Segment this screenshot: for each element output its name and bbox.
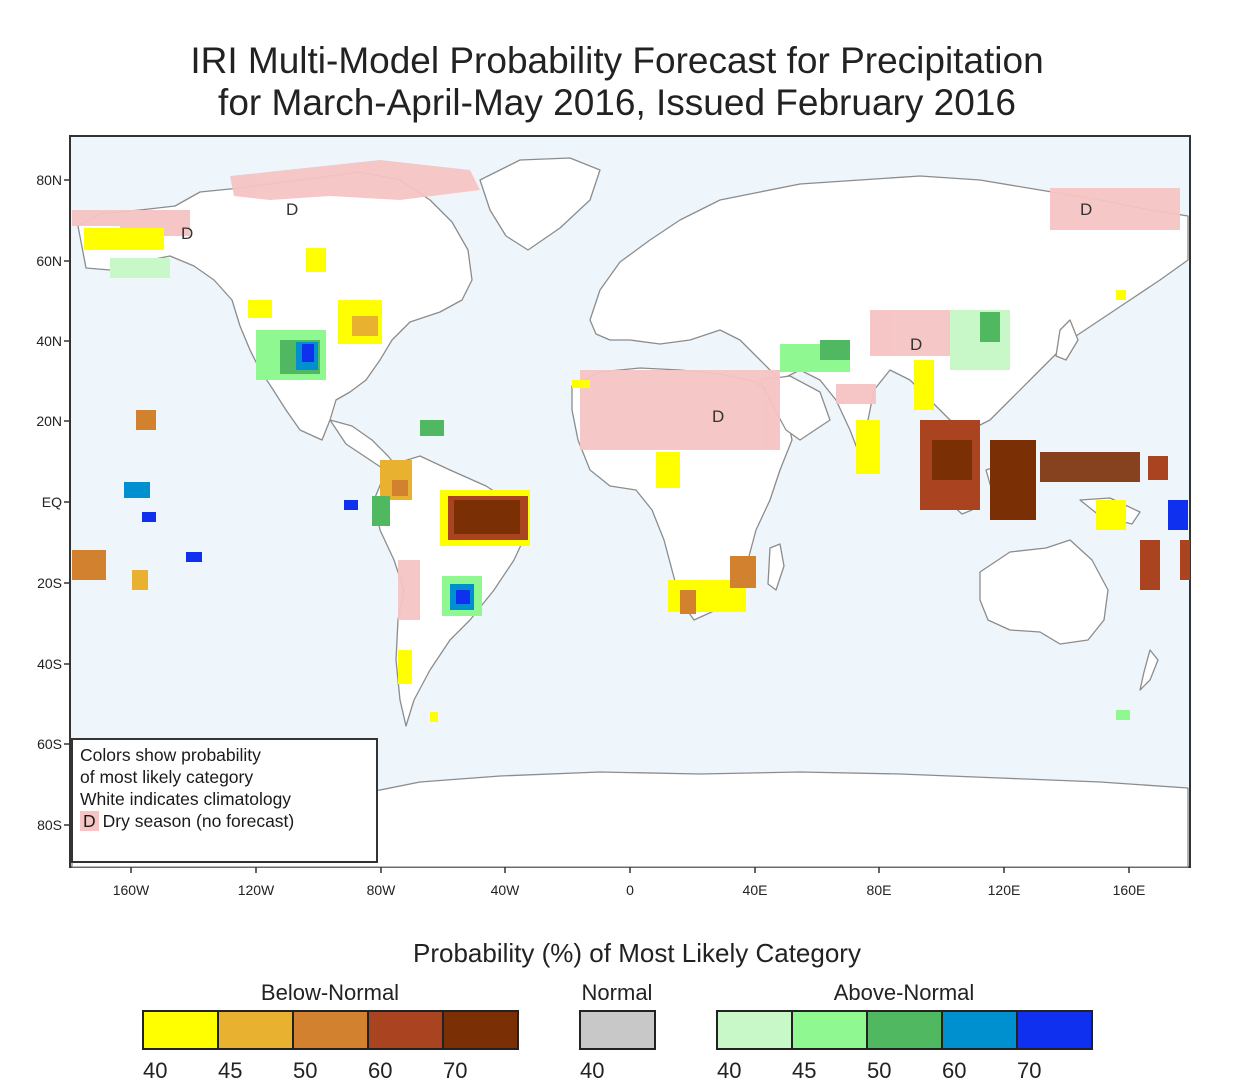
axis-ticks bbox=[64, 179, 1130, 873]
above-normal-swatch-70 bbox=[1018, 1012, 1091, 1048]
below-normal-swatch-60 bbox=[369, 1012, 444, 1048]
above-normal-cells bbox=[110, 258, 1188, 720]
above-normal-swatch-45 bbox=[793, 1012, 868, 1048]
below-normal-cells bbox=[72, 228, 1190, 722]
below-normal-swatch-70 bbox=[444, 1012, 517, 1048]
below-tick-60: 60 bbox=[368, 1058, 393, 1083]
lat-label-40s: 40S bbox=[37, 656, 62, 672]
dry-marker-tibet: D bbox=[910, 335, 922, 354]
below-tick-45: 45 bbox=[218, 1058, 243, 1083]
legend-line-2: of most likely category bbox=[80, 767, 254, 787]
lon-label-160w: 160W bbox=[112, 882, 150, 898]
legend-line-3: White indicates climatology bbox=[80, 789, 292, 809]
lat-label-60n: 60N bbox=[36, 253, 62, 269]
below-normal-colorbar bbox=[142, 1010, 519, 1050]
above-tick-40: 40 bbox=[717, 1058, 742, 1083]
below-tick-70: 70 bbox=[443, 1058, 468, 1083]
above-tick-50: 50 bbox=[867, 1058, 892, 1083]
lat-label-20s: 20S bbox=[37, 575, 62, 591]
japan bbox=[1055, 319, 1079, 361]
below-normal-swatch-50 bbox=[294, 1012, 369, 1048]
lat-label-60s: 60S bbox=[37, 736, 62, 752]
colorbar-title: Probability (%) of Most Likely Category bbox=[413, 938, 861, 968]
madagascar bbox=[767, 543, 785, 591]
lat-label-20n: 20N bbox=[36, 413, 62, 429]
below-normal-swatch-40 bbox=[144, 1012, 219, 1048]
australia bbox=[979, 539, 1109, 645]
above-normal-swatch-60 bbox=[943, 1012, 1018, 1048]
below-tick-40: 40 bbox=[143, 1058, 168, 1083]
lat-label-80s: 80S bbox=[37, 817, 62, 833]
lon-label-120e: 120E bbox=[987, 882, 1021, 898]
legend-dry-season-text: Dry season (no forecast) bbox=[102, 811, 295, 831]
above-normal-swatch-50 bbox=[868, 1012, 943, 1048]
below-tick-50: 50 bbox=[293, 1058, 318, 1083]
lat-label-40n: 40N bbox=[36, 333, 62, 349]
dry-marker-sahara: D bbox=[712, 407, 724, 426]
lon-label-40e: 40E bbox=[742, 882, 768, 898]
above-normal-swatch-40 bbox=[718, 1012, 793, 1048]
normal-label: Normal bbox=[581, 980, 653, 1005]
lat-label-eq: EQ bbox=[41, 494, 62, 510]
lon-label-40w: 40W bbox=[490, 882, 520, 898]
above-tick-70: 70 bbox=[1017, 1058, 1042, 1083]
dry-season-markers: D D D D D bbox=[181, 200, 1092, 426]
below-normal-swatch-45 bbox=[219, 1012, 294, 1048]
above-normal-colorbar bbox=[716, 1010, 1093, 1050]
above-tick-60: 60 bbox=[942, 1058, 967, 1083]
map-legend-box: Colors show probability of most likely c… bbox=[71, 738, 378, 863]
legend-line-1: Colors show probability bbox=[80, 745, 261, 765]
lon-label-160e: 160E bbox=[1112, 882, 1146, 898]
below-normal-label: Below-Normal bbox=[260, 980, 400, 1005]
dry-season-swatch: D bbox=[80, 811, 99, 831]
normal-tick-40: 40 bbox=[580, 1058, 605, 1083]
lon-label-80e: 80E bbox=[866, 882, 892, 898]
dry-marker-siberia: D bbox=[1080, 200, 1092, 219]
above-tick-45: 45 bbox=[792, 1058, 817, 1083]
map-title-line-1: IRI Multi-Model Probability Forecast for… bbox=[190, 40, 1044, 81]
map-title-line-2: for March-April-May 2016, Issued Februar… bbox=[218, 82, 1016, 123]
lon-label-120w: 120W bbox=[237, 882, 275, 898]
dry-marker-alaska: D bbox=[181, 224, 193, 243]
lon-label-80w: 80W bbox=[366, 882, 396, 898]
new-zealand bbox=[1139, 649, 1159, 691]
lon-label-0: 0 bbox=[626, 882, 634, 898]
normal-swatch-40 bbox=[581, 1012, 654, 1048]
above-normal-label: Above-Normal bbox=[833, 980, 975, 1005]
dry-marker-canada: D bbox=[286, 200, 298, 219]
lat-label-80n: 80N bbox=[36, 172, 62, 188]
legend-line-4: D Dry season (no forecast) bbox=[80, 810, 376, 832]
greenland bbox=[479, 157, 601, 251]
normal-colorbar bbox=[579, 1010, 656, 1050]
